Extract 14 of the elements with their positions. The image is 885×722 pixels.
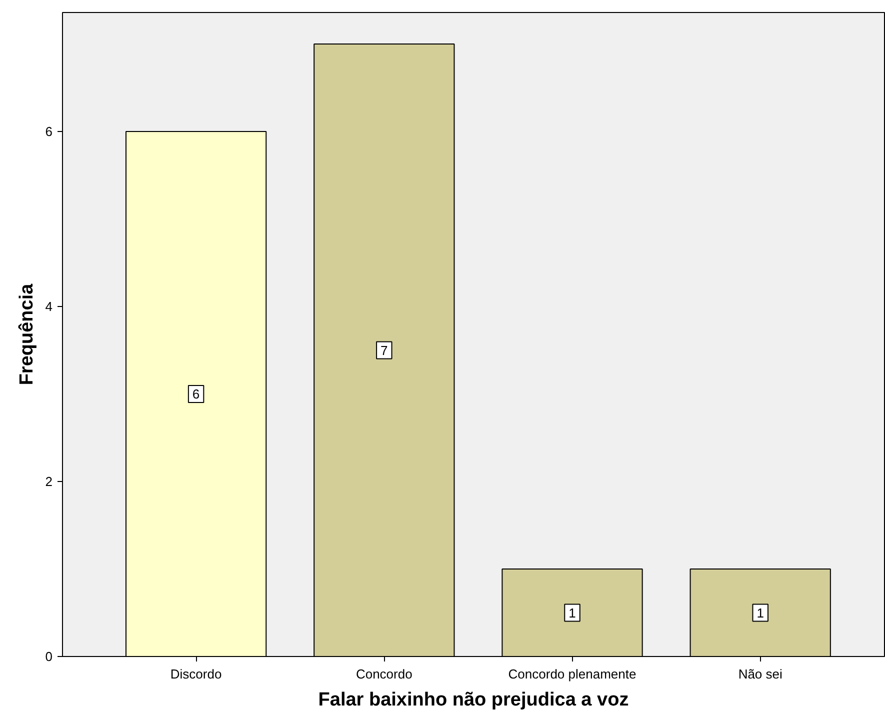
y-tick-label: 0 xyxy=(45,649,53,664)
data-label: 1 xyxy=(568,605,576,620)
data-label: 1 xyxy=(756,605,764,620)
y-tick-label: 6 xyxy=(45,124,53,139)
x-tick-label: Discordo xyxy=(170,666,222,682)
x-tick-label: Concordo plenamente xyxy=(508,666,636,682)
data-label: 6 xyxy=(192,386,200,402)
x-tick-label: Concordo xyxy=(356,666,412,682)
y-tick-label: 4 xyxy=(45,299,53,314)
y-tick-label: 2 xyxy=(45,474,53,489)
x-tick-label: Não sei xyxy=(738,666,783,682)
x-axis-title: Falar baixinho não prejudica a voz xyxy=(318,690,629,710)
data-label: 7 xyxy=(380,342,388,358)
y-axis-title: Frequência xyxy=(16,283,38,386)
